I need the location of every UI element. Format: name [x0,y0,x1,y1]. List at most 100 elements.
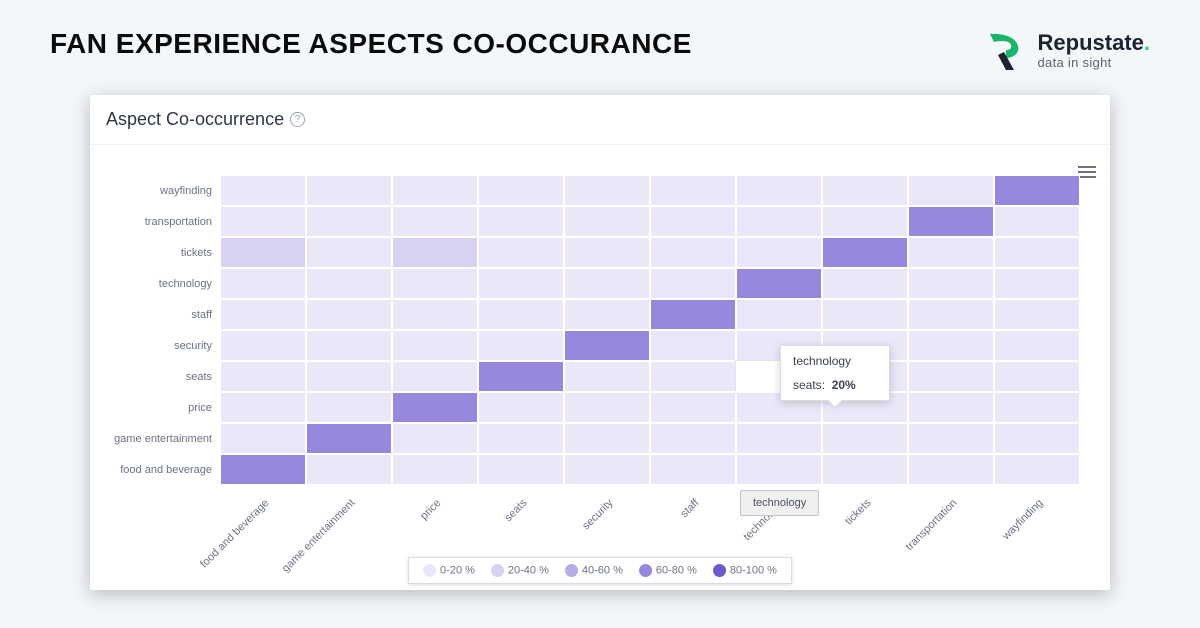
heatmap-cell[interactable] [736,206,822,237]
help-icon[interactable]: ? [290,112,305,127]
heatmap-cell[interactable] [220,237,306,268]
heatmap-cell[interactable] [564,392,650,423]
legend-item[interactable]: 80-100 % [713,564,777,577]
heatmap-cell[interactable] [908,392,994,423]
heatmap-cell[interactable] [392,175,478,206]
heatmap-cell[interactable] [306,423,392,454]
heatmap-cell[interactable] [822,175,908,206]
heatmap-cell[interactable] [220,268,306,299]
heatmap-cell[interactable] [478,423,564,454]
heatmap-cell[interactable] [822,423,908,454]
heatmap-cell[interactable] [736,175,822,206]
heatmap-cell[interactable] [220,330,306,361]
heatmap-cell[interactable] [908,330,994,361]
heatmap-cell[interactable] [392,454,478,485]
heatmap-cell[interactable] [392,423,478,454]
heatmap-cell[interactable] [478,392,564,423]
legend-item[interactable]: 60-80 % [639,564,697,577]
heatmap-cell[interactable] [650,361,736,392]
heatmap-cell[interactable] [650,237,736,268]
heatmap-cell[interactable] [306,237,392,268]
heatmap-cell[interactable] [736,454,822,485]
heatmap-cell[interactable] [650,330,736,361]
heatmap-cell[interactable] [564,268,650,299]
heatmap-cell[interactable] [392,299,478,330]
heatmap-cell[interactable] [306,454,392,485]
heatmap-cell[interactable] [736,268,822,299]
heatmap-cell[interactable] [822,237,908,268]
legend-item[interactable]: 0-20 % [423,564,475,577]
legend-item[interactable]: 20-40 % [491,564,549,577]
heatmap-cell[interactable] [392,392,478,423]
heatmap-cell[interactable] [564,299,650,330]
heatmap-cell[interactable] [220,206,306,237]
heatmap-cell[interactable] [564,423,650,454]
heatmap-cell[interactable] [908,206,994,237]
heatmap-cell[interactable] [650,206,736,237]
heatmap-cell[interactable] [736,237,822,268]
heatmap-cell[interactable] [220,392,306,423]
heatmap-cell[interactable] [994,268,1080,299]
heatmap-cell[interactable] [392,361,478,392]
heatmap-cell[interactable] [478,330,564,361]
heatmap-cell[interactable] [650,423,736,454]
heatmap-cell[interactable] [392,330,478,361]
heatmap-cell[interactable] [564,330,650,361]
heatmap-cell[interactable] [306,175,392,206]
heatmap-cell[interactable] [220,361,306,392]
heatmap-cell[interactable] [650,392,736,423]
heatmap-cell[interactable] [564,361,650,392]
heatmap-cell[interactable] [564,206,650,237]
heatmap-cell[interactable] [994,361,1080,392]
heatmap-cell[interactable] [908,299,994,330]
heatmap-cell[interactable] [736,299,822,330]
heatmap-cell[interactable] [220,423,306,454]
heatmap-cell[interactable] [478,454,564,485]
heatmap-cell[interactable] [564,237,650,268]
heatmap-cell[interactable] [908,175,994,206]
heatmap-cell[interactable] [908,268,994,299]
heatmap-cell[interactable] [650,299,736,330]
heatmap-cell[interactable] [392,237,478,268]
heatmap-cell[interactable] [650,268,736,299]
heatmap-cell[interactable] [908,361,994,392]
legend-item[interactable]: 40-60 % [565,564,623,577]
heatmap-cell[interactable] [478,299,564,330]
heatmap-cell[interactable] [220,454,306,485]
heatmap-cell[interactable] [478,206,564,237]
heatmap-cell[interactable] [994,237,1080,268]
heatmap-cell[interactable] [994,392,1080,423]
heatmap-cell[interactable] [908,423,994,454]
heatmap-cell[interactable] [478,175,564,206]
heatmap-cell[interactable] [306,392,392,423]
heatmap-cell[interactable] [478,268,564,299]
heatmap-cell[interactable] [306,206,392,237]
heatmap-cell[interactable] [822,299,908,330]
heatmap-cell[interactable] [994,423,1080,454]
heatmap-cell[interactable] [306,330,392,361]
heatmap-cell[interactable] [994,299,1080,330]
heatmap-cell[interactable] [306,361,392,392]
heatmap-cell[interactable] [994,206,1080,237]
heatmap-cell[interactable] [392,206,478,237]
heatmap-cell[interactable] [564,454,650,485]
heatmap-cell[interactable] [478,237,564,268]
heatmap-cell[interactable] [908,237,994,268]
heatmap-cell[interactable] [478,361,564,392]
heatmap-cell[interactable] [392,268,478,299]
heatmap-cell[interactable] [306,299,392,330]
heatmap-cell[interactable] [994,454,1080,485]
heatmap-cell[interactable] [220,299,306,330]
heatmap-cell[interactable] [306,268,392,299]
heatmap-cell[interactable] [822,268,908,299]
heatmap-cell[interactable] [822,454,908,485]
heatmap-cell[interactable] [564,175,650,206]
heatmap-cell[interactable] [994,330,1080,361]
heatmap-cell[interactable] [736,423,822,454]
heatmap-cell[interactable] [994,175,1080,206]
heatmap-cell[interactable] [908,454,994,485]
heatmap-cell[interactable] [220,175,306,206]
heatmap-cell[interactable] [822,206,908,237]
heatmap-cell[interactable] [650,454,736,485]
heatmap-cell[interactable] [650,175,736,206]
